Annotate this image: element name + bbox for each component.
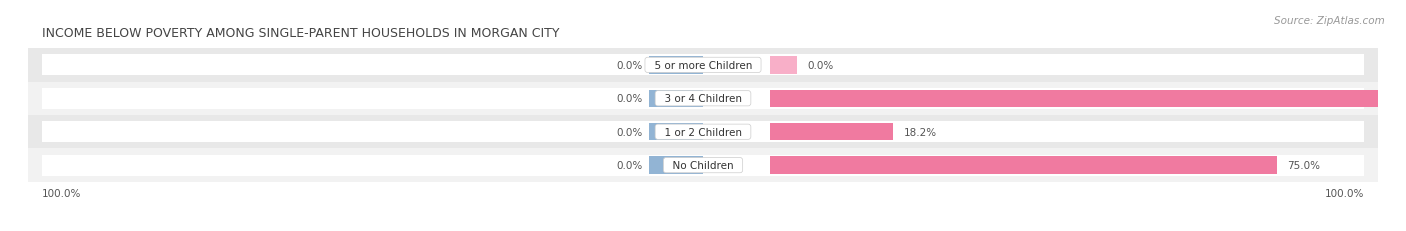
Text: 0.0%: 0.0% <box>616 61 643 70</box>
Bar <box>650 157 703 174</box>
Bar <box>770 90 1406 107</box>
Text: 1 or 2 Children: 1 or 2 Children <box>658 127 748 137</box>
Bar <box>42 88 1364 109</box>
Text: 100.0%: 100.0% <box>42 188 82 198</box>
Text: 75.0%: 75.0% <box>1286 161 1320 170</box>
Bar <box>770 57 797 74</box>
Text: Source: ZipAtlas.com: Source: ZipAtlas.com <box>1274 16 1385 26</box>
Bar <box>770 124 893 141</box>
Bar <box>650 90 703 107</box>
Text: 0.0%: 0.0% <box>616 94 643 104</box>
Bar <box>28 49 1378 82</box>
Text: 100.0%: 100.0% <box>1324 188 1364 198</box>
Bar <box>770 157 1277 174</box>
Text: 0.0%: 0.0% <box>616 127 643 137</box>
Text: 0.0%: 0.0% <box>807 61 834 70</box>
Bar <box>28 82 1378 116</box>
Text: 0.0%: 0.0% <box>616 161 643 170</box>
Bar <box>650 57 703 74</box>
Bar <box>42 122 1364 143</box>
Text: No Children: No Children <box>666 161 740 170</box>
Bar <box>650 124 703 141</box>
Bar <box>42 55 1364 76</box>
Text: 18.2%: 18.2% <box>904 127 936 137</box>
Text: INCOME BELOW POVERTY AMONG SINGLE-PARENT HOUSEHOLDS IN MORGAN CITY: INCOME BELOW POVERTY AMONG SINGLE-PARENT… <box>42 27 560 40</box>
Text: 5 or more Children: 5 or more Children <box>648 61 758 70</box>
Text: 3 or 4 Children: 3 or 4 Children <box>658 94 748 104</box>
Bar <box>28 116 1378 149</box>
Bar <box>42 155 1364 176</box>
Bar <box>28 149 1378 182</box>
